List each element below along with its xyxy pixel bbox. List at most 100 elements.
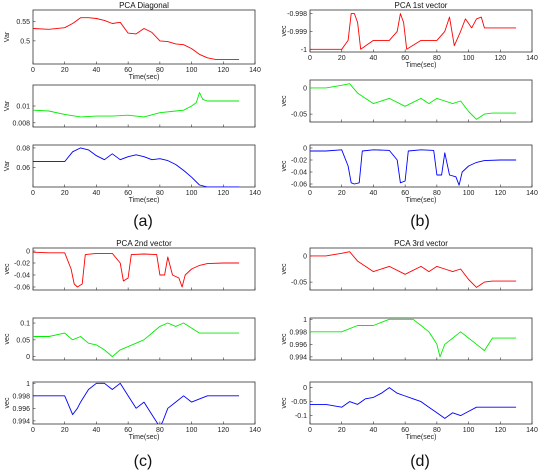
chart-panel-d-9: 0 -0.05 PCA 3rd vector vec — [281, 239, 533, 291]
x-axis-label: Time(sec) — [129, 197, 160, 204]
x-tick-label: 140 — [526, 55, 538, 62]
chart-panel-c-7: 0.1 0.05 0 vec — [4, 317, 256, 361]
caption-d: (d) — [410, 453, 430, 470]
x-tick-label: 20 — [61, 67, 69, 74]
y-tick-label: 0 — [26, 249, 30, 256]
plot-frame — [309, 79, 533, 123]
x-tick-label: 120 — [217, 427, 229, 434]
series-line — [310, 251, 517, 288]
x-tick-label: 60 — [124, 427, 132, 434]
chart-panel-c-8: 0 20 40 60 80 100 120 140 1 0.998 0.996 0.994 Time(s… — [4, 381, 261, 441]
plot-frame — [309, 247, 533, 291]
series-line — [310, 83, 517, 120]
x-tick-label: 40 — [370, 55, 378, 62]
x-tick-label: 80 — [156, 427, 164, 434]
series-line — [33, 251, 240, 288]
x-tick-label: 0 — [31, 427, 35, 434]
series-line — [33, 92, 240, 118]
x-tick-label: 60 — [124, 67, 132, 74]
chart-panel-a-1: 0.008 0.01 Var — [4, 84, 256, 128]
y-axis-label: vec — [4, 333, 11, 344]
y-tick-label: -0.04 — [14, 273, 30, 280]
chart-title: PCA 1st vector — [395, 1, 448, 10]
x-tick-label: 140 — [249, 427, 261, 434]
plot-frame — [309, 381, 533, 425]
x-tick-label: 100 — [463, 190, 475, 197]
y-tick-label: 0.06 — [16, 165, 30, 172]
x-tick-label: 100 — [186, 67, 198, 74]
plot-frame — [32, 247, 256, 291]
y-tick-label: -0.1 — [295, 413, 307, 420]
y-tick-label: -0.05 — [291, 112, 307, 119]
y-tick-label: 0.994 — [12, 418, 30, 425]
x-tick-label: 140 — [526, 190, 538, 197]
caption-b: (b) — [410, 213, 430, 230]
x-tick-label: 60 — [401, 190, 409, 197]
y-tick-label: -0.06 — [14, 285, 30, 292]
x-tick-label: 120 — [494, 55, 506, 62]
y-tick-label: 0.994 — [289, 354, 307, 361]
plot-frame — [32, 381, 256, 425]
y-tick-label: 0 — [303, 253, 307, 260]
y-tick-label: 0.1 — [20, 321, 30, 328]
y-tick-label: 0.008 — [12, 120, 30, 127]
y-tick-label: -0.04 — [291, 170, 307, 177]
x-tick-label: 20 — [338, 55, 346, 62]
series-line — [310, 387, 517, 419]
plot-frame — [32, 9, 256, 65]
x-tick-label: 20 — [338, 427, 346, 434]
chart-title: PCA Diagonal — [119, 1, 169, 10]
x-tick-label: 140 — [249, 190, 261, 197]
y-tick-label: 0 — [303, 385, 307, 392]
plot-frame — [32, 84, 256, 128]
series-line — [310, 149, 517, 186]
caption-c: (c) — [134, 453, 153, 470]
x-tick-label: 100 — [186, 190, 198, 197]
y-tick-label: -0.06 — [291, 182, 307, 189]
chart-title: PCA 2nd vector — [116, 239, 172, 248]
x-tick-label: 100 — [463, 55, 475, 62]
y-axis-label: vec — [281, 25, 288, 36]
x-tick-label: 120 — [494, 427, 506, 434]
x-tick-label: 0 — [308, 190, 312, 197]
y-tick-label: 0.05 — [16, 337, 30, 344]
y-tick-label: 0.996 — [12, 406, 30, 413]
series-line — [33, 147, 240, 187]
y-tick-label: 0 — [26, 354, 30, 361]
x-tick-label: 0 — [308, 55, 312, 62]
x-tick-label: 20 — [61, 427, 69, 434]
y-tick-label: 1 — [303, 317, 307, 324]
caption-a: (a) — [133, 213, 153, 230]
y-tick-label: 0.55 — [16, 19, 30, 26]
plot-frame — [32, 144, 256, 188]
chart-panel-d-10: 1 0.998 0.996 0.994 vec — [281, 317, 533, 361]
y-axis-label: vec — [281, 397, 288, 408]
chart-panel-a-2: 0 20 40 60 80 100 120 140 0.06 0.08 Time(sec) Var — [4, 144, 261, 204]
y-tick-label: -0.02 — [14, 261, 30, 268]
x-tick-label: 80 — [156, 190, 164, 197]
plot-frame — [309, 317, 533, 361]
y-axis-label: vec — [4, 397, 11, 408]
x-tick-label: 40 — [93, 427, 101, 434]
y-axis-label: Var — [4, 100, 11, 111]
y-tick-label: -0.05 — [291, 280, 307, 287]
chart-panel-c-6: 0 -0.02 -0.04 -0.06 PCA 2nd vector vec — [4, 239, 256, 292]
x-axis-label: Time(sec) — [129, 74, 160, 81]
y-tick-label: 0.01 — [16, 104, 30, 111]
x-tick-label: 0 — [308, 427, 312, 434]
y-axis-label: vec — [4, 263, 11, 274]
x-tick-label: 0 — [31, 67, 35, 74]
x-tick-label: 40 — [370, 190, 378, 197]
chart-panel-a-0: 0 20 40 60 80 100 120 140 0.5 0.55 PCA Diagonal Tim… — [4, 1, 261, 81]
y-tick-label: 0.5 — [20, 38, 30, 45]
chart-panel-b-5: 0 20 40 60 80 100 120 140 0 -0.02 -0.04 -0.06 Time(s… — [281, 144, 538, 204]
y-tick-label: 0.998 — [12, 393, 30, 400]
plot-frame — [309, 9, 533, 53]
y-tick-label: -0.999 — [287, 29, 307, 36]
chart-title: PCA 3rd vector — [394, 239, 448, 248]
y-tick-label: 0 — [303, 85, 307, 92]
y-tick-label: -0.02 — [291, 158, 307, 165]
